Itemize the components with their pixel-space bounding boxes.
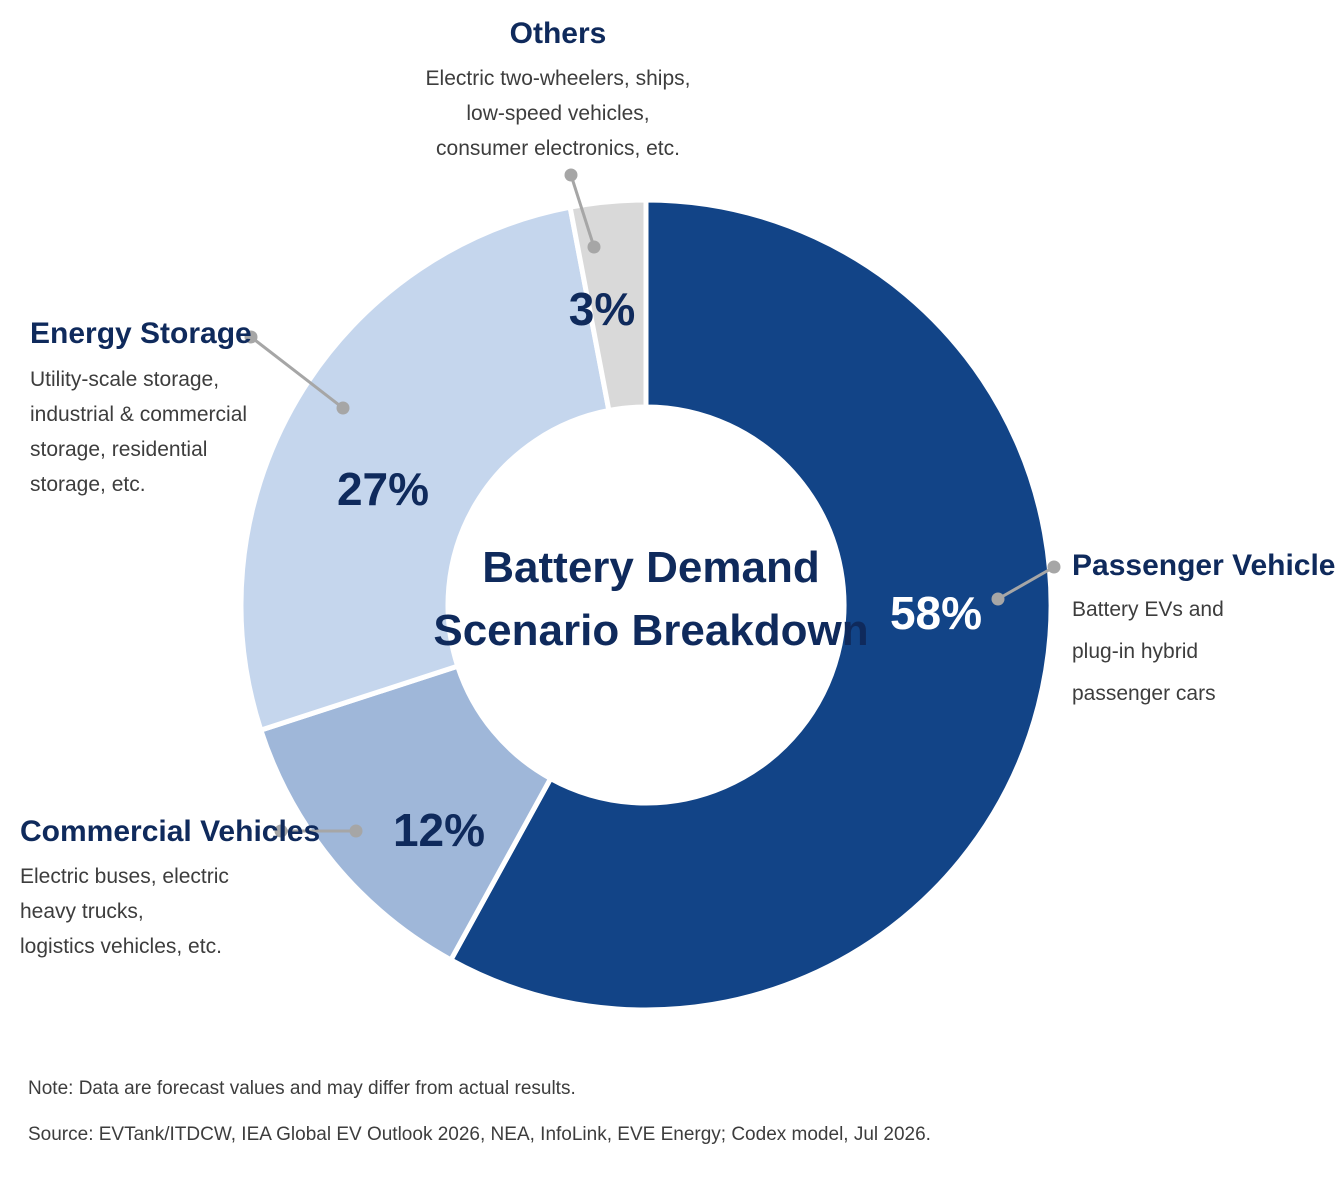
category-desc-passenger-0: Battery EVs and: [1072, 598, 1224, 621]
leader-line-storage: [250, 335, 344, 410]
category-title-passenger: Passenger Vehicles (EV): [1072, 549, 1335, 582]
category-title-commercial: Commercial Vehicles: [20, 815, 320, 848]
category-title-storage: Energy Storage: [30, 317, 252, 350]
donut-slice-storage: [238, 204, 612, 734]
leader-line-others: [569, 174, 596, 248]
center-title-line-1: Battery Demand: [482, 543, 819, 592]
leader-dot-others-inner: [587, 240, 601, 254]
leader-line-passenger: [997, 565, 1055, 601]
percent-label-storage: 27%: [337, 463, 429, 515]
center-title-line-2: Scenario Breakdown: [433, 606, 868, 655]
category-desc-others-2: consumer electronics, etc.: [436, 137, 680, 160]
donut-slice-commercial: [257, 663, 555, 964]
category-desc-storage-2: storage, residential: [30, 438, 207, 461]
category-desc-others-0: Electric two-wheelers, ships,: [426, 67, 691, 90]
leader-dot-storage-inner: [336, 401, 350, 415]
percent-labels: 58% 12% 27% 3%: [337, 283, 982, 856]
category-desc-passenger-2: passenger cars: [1072, 682, 1216, 705]
donut-slices: [238, 197, 1054, 1013]
donut-slice-passenger: [447, 197, 1054, 1013]
footnote: Note: Data are forecast values and may d…: [28, 1078, 576, 1099]
leader-dot-commercial-inner: [349, 824, 363, 838]
percent-label-others: 3%: [569, 283, 635, 335]
category-desc-storage-0: Utility-scale storage,: [30, 368, 219, 391]
leader-dot-passenger-outer: [1047, 560, 1061, 574]
donut-slice-others: [567, 197, 649, 414]
category-desc-commercial-0: Electric buses, electric: [20, 865, 229, 888]
percent-label-passenger: 58%: [890, 587, 982, 639]
leader-dot-commercial-outer: [274, 824, 288, 838]
category-desc-passenger-1: plug-in hybrid: [1072, 640, 1198, 663]
source-note: Source: EVTank/ITDCW, IEA Global EV Outl…: [28, 1124, 931, 1145]
percent-label-commercial: 12%: [393, 804, 485, 856]
leader-dot-passenger-inner: [991, 592, 1005, 606]
center-title: Battery Demand Scenario Breakdown: [433, 543, 868, 655]
category-desc-storage-3: storage, etc.: [30, 473, 146, 496]
leader-lines: [244, 168, 1061, 838]
category-desc-storage-1: industrial & commercial: [30, 403, 247, 426]
category-desc-commercial-2: logistics vehicles, etc.: [20, 935, 222, 958]
leader-dot-others-outer: [564, 168, 578, 182]
leader-dot-storage-outer: [244, 330, 258, 344]
category-desc-commercial-1: heavy trucks,: [20, 900, 144, 923]
category-callouts: Passenger Vehicles (EV) Battery EVs and pl…: [20, 17, 1335, 958]
category-title-others: Others: [510, 17, 607, 50]
category-desc-others-1: low-speed vehicles,: [466, 102, 649, 125]
